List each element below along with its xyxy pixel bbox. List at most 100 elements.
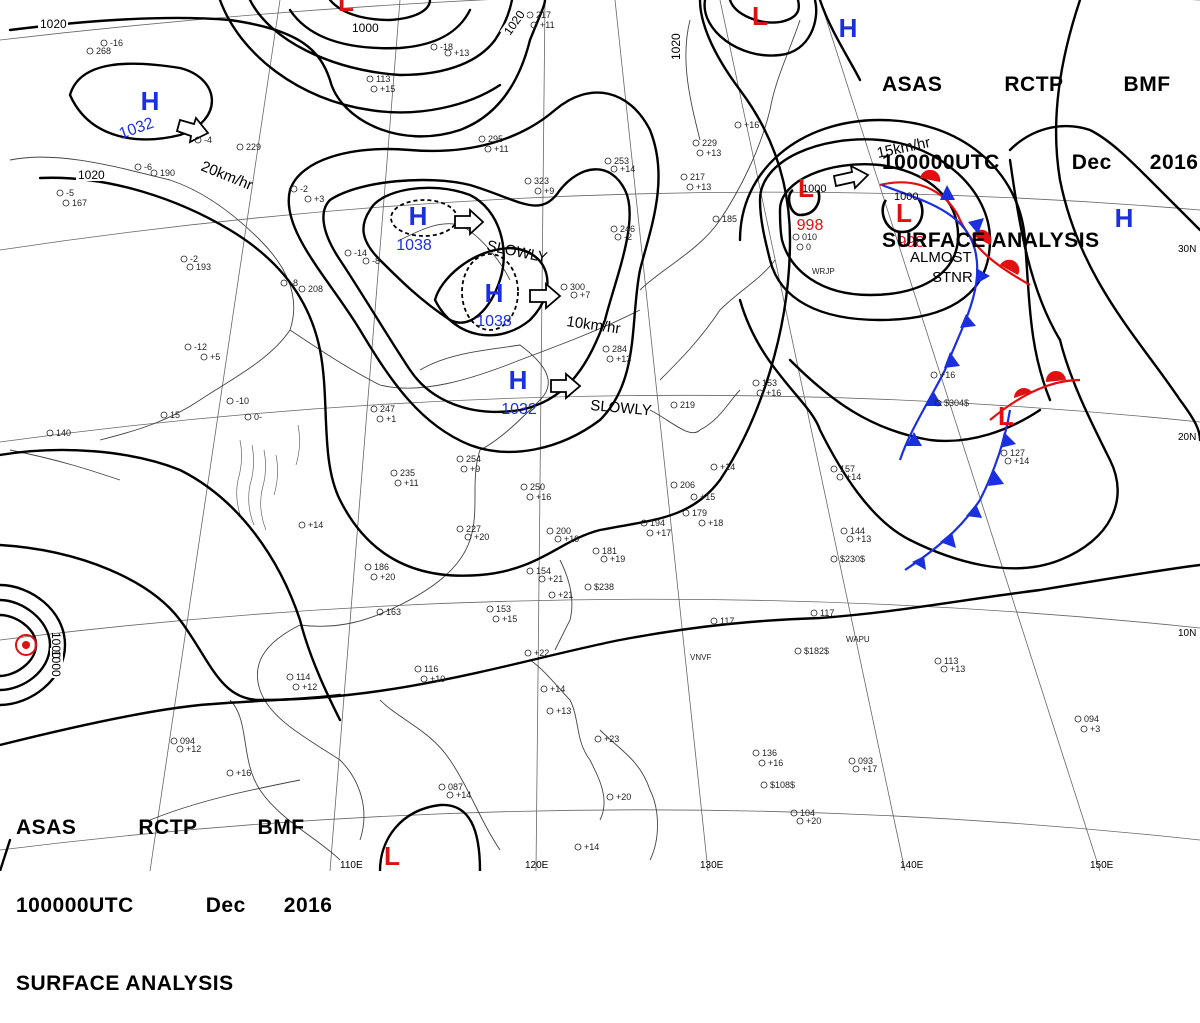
station-circle-icon [394, 479, 402, 487]
station-obs-value: 15 [170, 410, 180, 420]
station-circle-icon [670, 481, 678, 489]
station-circle-icon [930, 371, 938, 379]
station-circle-icon [524, 649, 532, 657]
station-circle-icon [710, 463, 718, 471]
station-circle-icon [610, 225, 618, 233]
station-circle-icon [840, 527, 848, 535]
isobar-label-bg [76, 168, 106, 181]
station-obs-value: 087 [448, 782, 463, 792]
isobar-label: 1000 [352, 21, 379, 35]
analysis-time: 100000UTC [882, 151, 1000, 174]
station-circle-icon [376, 608, 384, 616]
header-top-line-2: 100000UTC Dec 2016 [882, 150, 1198, 176]
station-obs-value: +22 [534, 648, 549, 658]
station-circle-icon [640, 519, 648, 527]
station-obs-value: 179 [692, 508, 707, 518]
station-circle-icon [1074, 715, 1082, 723]
station-obs-value: 010 [802, 232, 817, 242]
surface-analysis-map: 268-16-4229-6190-5167-2193-2+3-14-8208-8… [0, 0, 1200, 871]
station-circle-icon [362, 257, 370, 265]
year: 2016 [1149, 151, 1199, 174]
station-circle-icon [200, 353, 208, 361]
pressure-center-value: 998 [898, 234, 925, 251]
station-circle-icon [298, 285, 306, 293]
station-obs-value: 193 [196, 262, 211, 272]
station-obs-value: +14 [620, 164, 635, 174]
station-obs-value: +3 [1090, 724, 1100, 734]
station-obs-value: +18 [708, 518, 723, 528]
station-obs-value: -12 [194, 342, 207, 352]
station-obs-value: 117 [820, 608, 834, 618]
station-circle-icon [600, 555, 608, 563]
station-circle-icon [698, 519, 706, 527]
station-obs-value: +23 [604, 734, 619, 744]
station-circle-icon [934, 657, 942, 665]
pressure-center-value: 1032 [501, 401, 537, 418]
station-obs-value: +12 [302, 682, 317, 692]
station-circle-icon [484, 145, 492, 153]
lat-label-30n: 30N [1178, 244, 1196, 255]
station-circle-icon [430, 43, 438, 51]
station-circle-icon [298, 521, 306, 529]
header-bottom: ASAS RCTP BMF 100000UTC Dec 2016 SURFACE ANA… [16, 763, 332, 1023]
station-circle-icon [524, 177, 532, 185]
station-obs-value: +13 [556, 706, 571, 716]
station-circle-icon [1004, 457, 1012, 465]
station-obs-value: -18 [440, 42, 453, 52]
station-obs-value: 217 [536, 10, 551, 20]
low-pressure-symbol: L [998, 401, 1014, 431]
low-pressure-symbol: L [896, 198, 912, 228]
station-circle-icon [758, 759, 766, 767]
station-obs-value: 300 [570, 282, 585, 292]
station-obs-value: 167 [72, 198, 87, 208]
station-obs-value: $108$ [770, 780, 795, 790]
office: BMF [1123, 73, 1171, 96]
station-circle-icon [366, 75, 374, 83]
station-circle-icon [546, 707, 554, 715]
station-code-wapu: WAPU [846, 635, 870, 644]
station-circle-icon [670, 401, 678, 409]
station-circle-icon [186, 263, 194, 271]
station-code-wrjp: WRJP [812, 267, 835, 276]
station-circle-icon [526, 493, 534, 501]
station-circle-icon [86, 47, 94, 55]
header-bottom-line-2: 100000UTC Dec 2016 [16, 893, 332, 919]
lat-label-10n: 10N [1178, 628, 1196, 639]
station-circle-icon [446, 791, 454, 799]
station-circle-icon [180, 255, 188, 263]
station-circle-icon [150, 169, 158, 177]
center-isobar-label: 1000 [894, 191, 918, 203]
station-obs-value: -6 [144, 162, 152, 172]
lon-label-130e: 130E [700, 860, 724, 871]
station-circle-icon [364, 563, 372, 571]
center-isobar-label: 1000 [802, 183, 826, 195]
station-obs-value: -5 [66, 188, 74, 198]
station-obs-value: 229 [702, 138, 717, 148]
station-circle-icon [830, 555, 838, 563]
station-circle-icon [546, 527, 554, 535]
station-circle-icon [796, 243, 804, 251]
station-circle-icon [134, 163, 142, 171]
station-obs-value: 113 [376, 74, 390, 84]
station-obs-value: 154 [536, 566, 551, 576]
station-circle-icon [794, 647, 802, 655]
station-obs-value: 104 [800, 808, 815, 818]
station-obs-value: +20 [616, 792, 631, 802]
high-pressure-symbol: H [509, 365, 528, 395]
station-circle-icon [734, 121, 742, 129]
movement-arrows [175, 116, 870, 400]
isobar-label-bg [350, 21, 380, 34]
station-obs-value: +21 [558, 590, 573, 600]
station-circle-icon [286, 673, 294, 681]
station-circle-icon [540, 685, 548, 693]
month: Dec [1071, 151, 1112, 174]
station-obs-value: +16 [768, 758, 783, 768]
station-circle-icon [752, 379, 760, 387]
station-obs-value: +12 [186, 744, 201, 754]
station-circle-icon [456, 525, 464, 533]
station-circle-icon [370, 573, 378, 581]
station-circle-icon [370, 85, 378, 93]
station-circle-icon [376, 415, 384, 423]
station-circle-icon [846, 535, 854, 543]
